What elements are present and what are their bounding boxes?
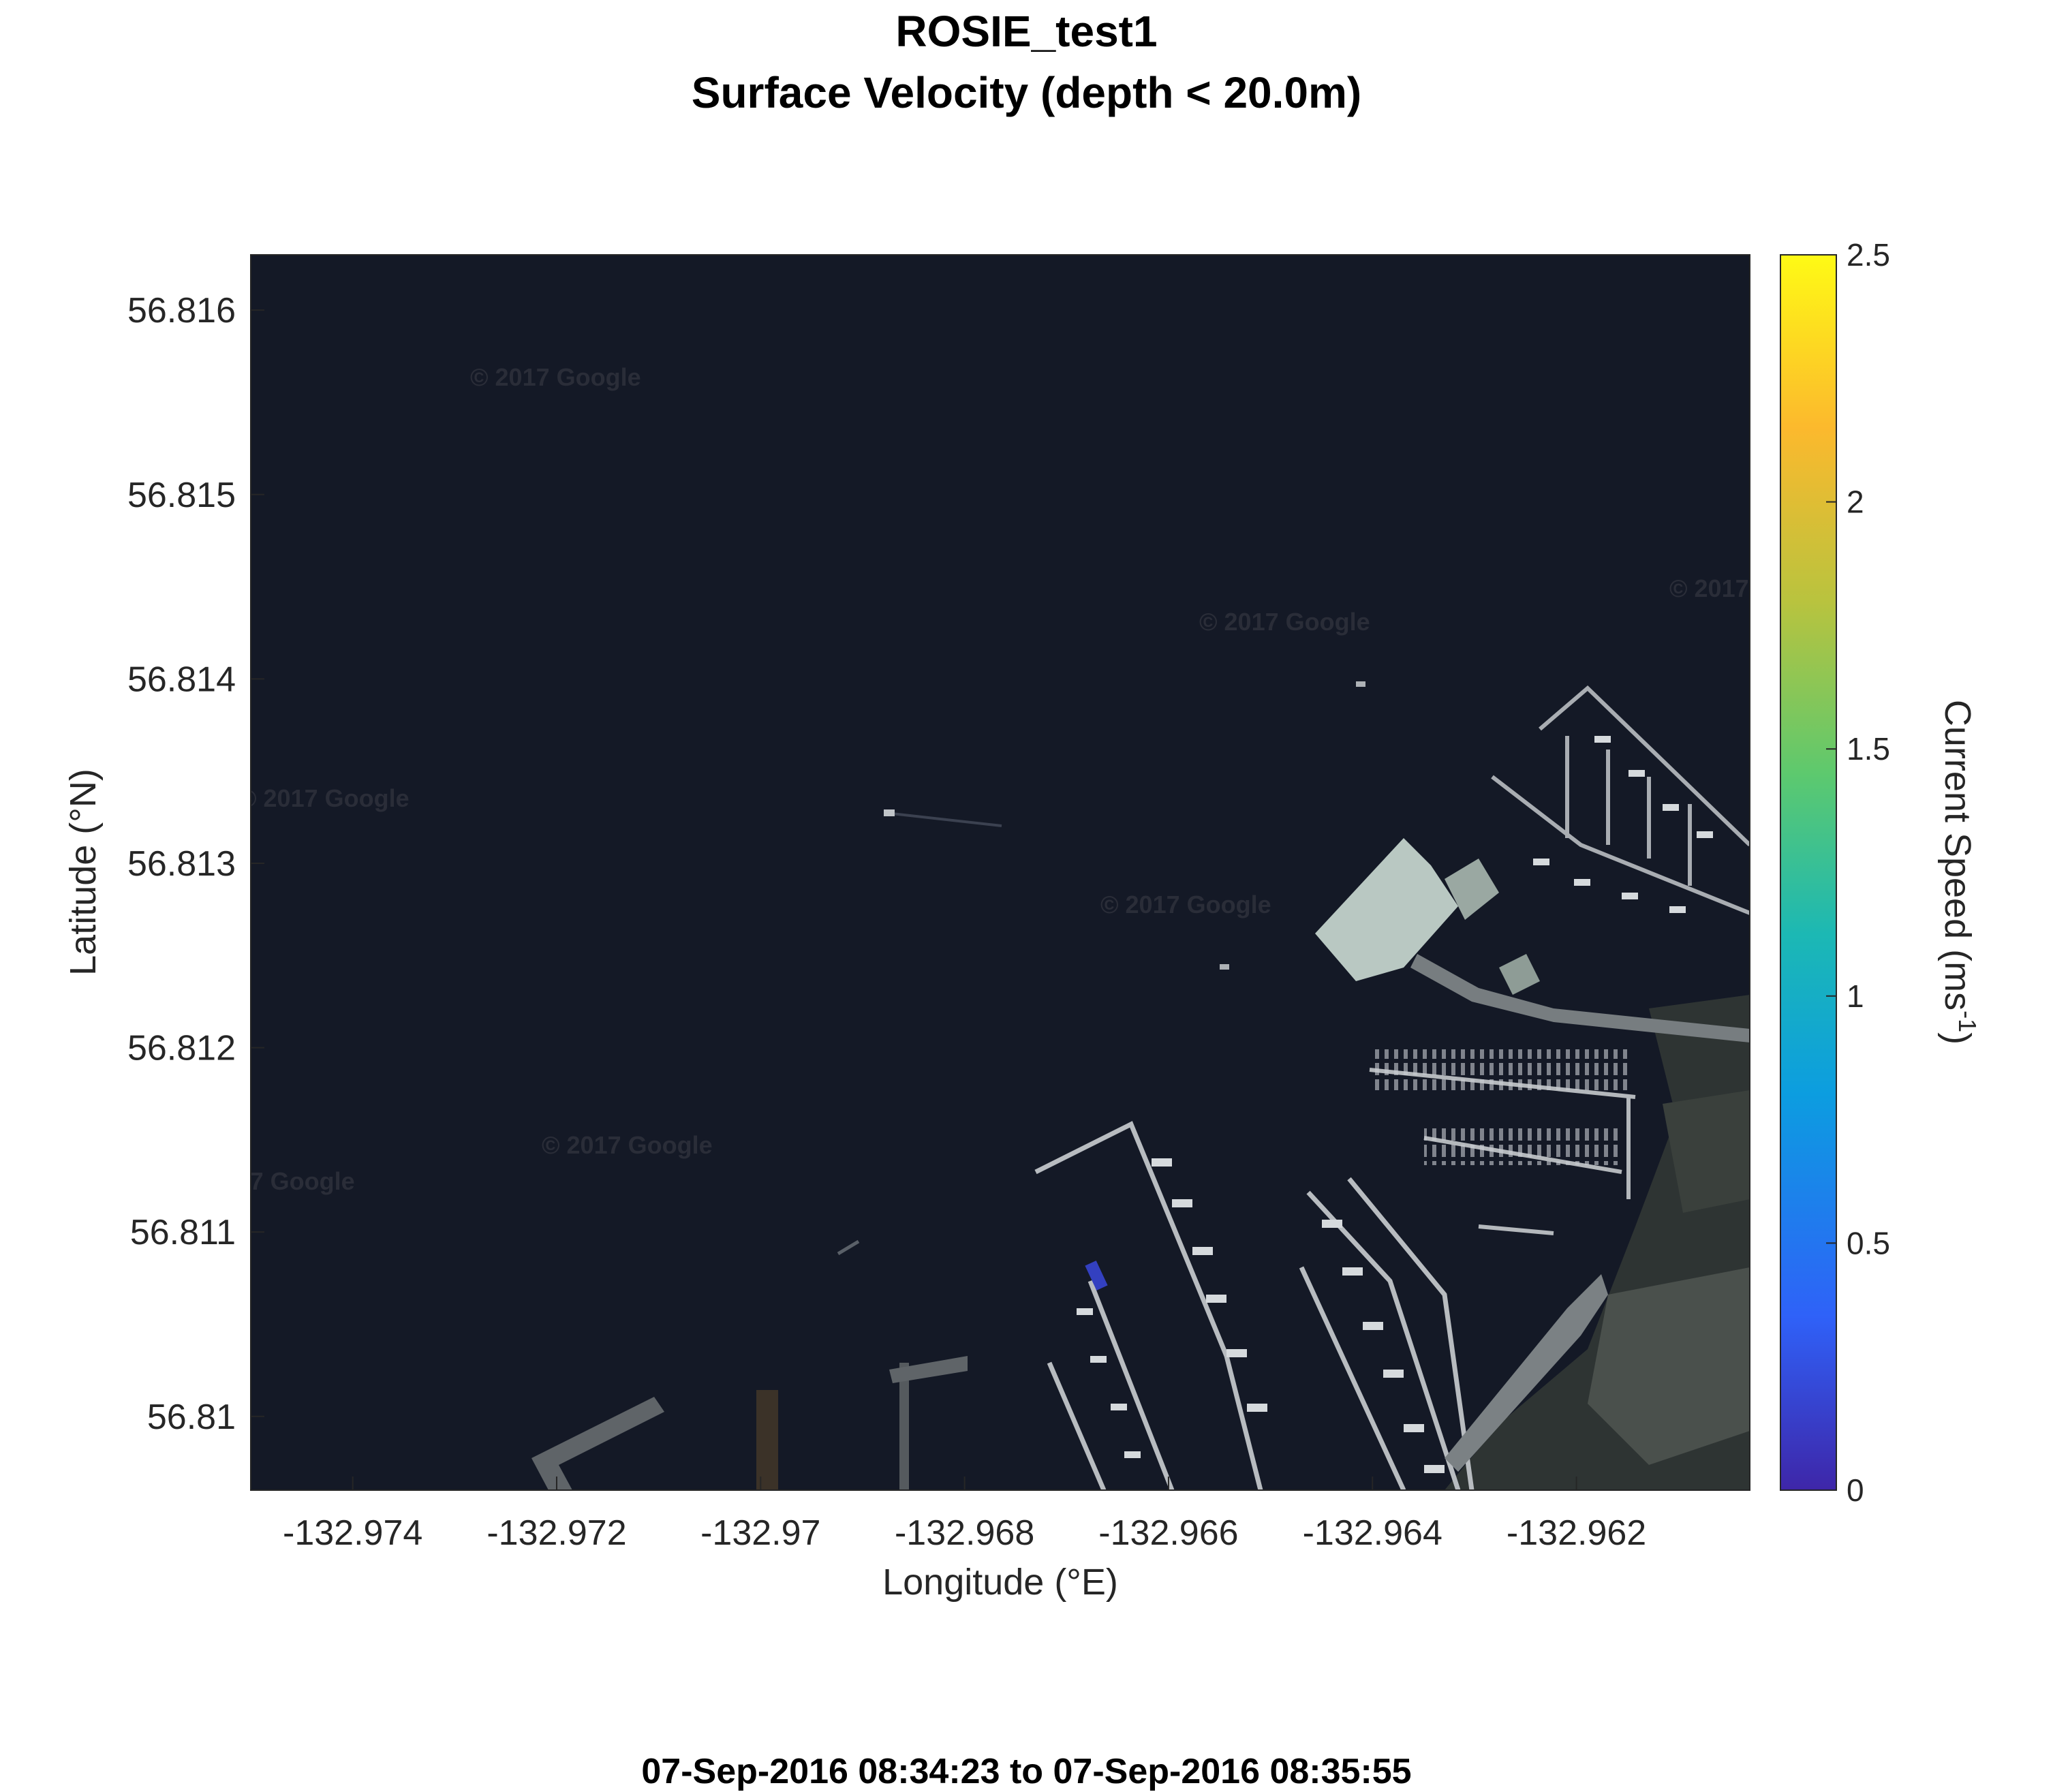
- map-figure: © 2017 Google © 2017 Google © 2017 Googl…: [63, 237, 1981, 1603]
- x-tick-label: -132.962: [1507, 1513, 1646, 1553]
- watermark: © 2017 Google: [470, 363, 641, 391]
- watermark: © 2017 Google: [184, 1167, 355, 1195]
- watermark: © 2017 Google: [238, 784, 410, 812]
- parking-area: [1588, 1267, 1750, 1465]
- colorbar-label-end: ): [1937, 1032, 1978, 1045]
- colorbar-tick-label: 1: [1847, 978, 1864, 1014]
- x-tick-label: -132.974: [283, 1513, 422, 1553]
- colorbar-label: Current Speed (ms-1): [1937, 700, 1981, 1045]
- time-range: 07-Sep-2016 08:34:23 to 07-Sep-2016 08:3…: [641, 1752, 1412, 1791]
- x-tick-label: -132.966: [1098, 1513, 1238, 1553]
- shore-patch: [1663, 1090, 1750, 1213]
- piers-bottom-left: [531, 1356, 968, 1490]
- colorbar: [1780, 254, 1837, 1491]
- colorbar-tick-label: 0.5: [1847, 1225, 1890, 1261]
- jetty: [1445, 1274, 1608, 1472]
- small-boat: [884, 809, 895, 816]
- plot-subtitle: Surface Velocity (depth < 20.0m): [691, 68, 1362, 117]
- colorbar-tick-label: 0: [1847, 1472, 1864, 1508]
- small-boat-3: [1220, 964, 1229, 970]
- x-tick-label: -132.97: [700, 1513, 820, 1553]
- y-axis-label: Latitude (°N): [63, 769, 104, 976]
- y-tick-label: 56.815: [127, 476, 236, 515]
- watermark: © 2017 Google: [1100, 891, 1271, 918]
- small-boat-4: [837, 1239, 860, 1256]
- colorbar-tick-label: 2.5: [1847, 237, 1890, 273]
- x-axis-ticks: -132.974 -132.972 -132.97 -132.968 -132.966 -…: [283, 1477, 1646, 1553]
- plot-title: ROSIE_test1: [895, 7, 1158, 56]
- satellite-basemap: © 2017 Google © 2017 Google © 2017 Googl…: [184, 255, 1840, 1490]
- y-tick-label: 56.811: [130, 1213, 236, 1252]
- y-tick-label: 56.812: [127, 1029, 236, 1068]
- watermark: © 2017 Google: [542, 1131, 713, 1159]
- cannery-building: [1315, 838, 1540, 995]
- marina-upper-right: [1491, 685, 1750, 915]
- watermark: © 2017 Google: [1669, 574, 1840, 602]
- colorbar-tick-label: 2: [1847, 484, 1864, 520]
- blue-boat: [1085, 1261, 1108, 1291]
- slips-row-1: [1370, 1049, 1628, 1090]
- watermark: © 2017 Google: [1199, 608, 1370, 636]
- water-area: [251, 255, 1750, 1490]
- main-pier: [1410, 954, 1750, 1042]
- colorbar-tick-label: 1.5: [1847, 731, 1890, 767]
- x-tick-label: -132.972: [487, 1513, 626, 1553]
- boats: [1077, 736, 1713, 1473]
- boat-wake: [885, 812, 1002, 827]
- y-tick-label: 56.813: [127, 844, 236, 884]
- x-tick-label: -132.964: [1303, 1513, 1442, 1553]
- y-tick-label: 56.81: [147, 1397, 236, 1437]
- y-tick-label: 56.816: [127, 291, 236, 330]
- y-axis-ticks: 56.816 56.815 56.814 56.813 56.812 56.811 56.8…: [127, 291, 264, 1437]
- small-boat-2: [1356, 681, 1365, 687]
- slips-row-2: [1424, 1124, 1622, 1165]
- x-tick-label: -132.968: [895, 1513, 1034, 1553]
- y-tick-label: 56.814: [127, 660, 236, 699]
- x-axis-label: Longitude (°E): [882, 1562, 1118, 1603]
- colorbar-label-main: Current Speed (ms: [1937, 700, 1978, 1010]
- colorbar-ticks: 0 0.5 1 1.5 2 2.5: [1826, 237, 1890, 1508]
- axes-box: [250, 254, 1750, 1491]
- colorbar-label-sup: -1: [1954, 1010, 1981, 1032]
